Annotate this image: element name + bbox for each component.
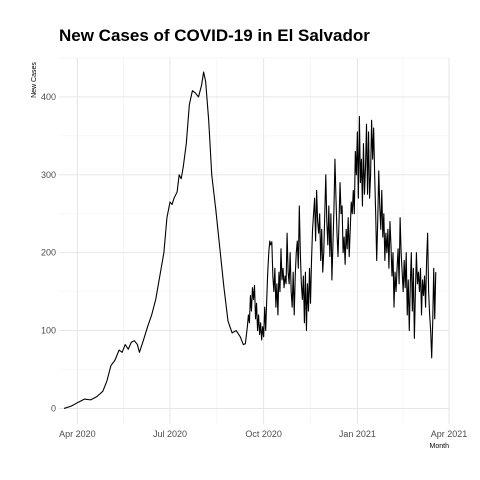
y-tick-label: 400 bbox=[41, 92, 56, 102]
series-line bbox=[63, 71, 437, 409]
y-axis-title: New Cases bbox=[31, 62, 38, 98]
series-layer bbox=[63, 71, 437, 409]
y-tick-label: 200 bbox=[41, 248, 56, 258]
chart-title: New Cases of COVID-19 in El Salvador bbox=[59, 26, 370, 45]
y-tick-label: 100 bbox=[41, 326, 56, 336]
y-tick-label: 300 bbox=[41, 170, 56, 180]
x-tick-label: Oct 2020 bbox=[245, 429, 282, 439]
grid-lines bbox=[59, 57, 450, 424]
tick-labels: 0 100 200 300 400 Apr 2020 Jul 2020 Oct 2020 Jan… bbox=[41, 92, 467, 439]
y-tick-label: 0 bbox=[51, 403, 56, 413]
x-axis-title: Month bbox=[430, 443, 450, 450]
x-tick-label: Jul 2020 bbox=[153, 429, 187, 439]
x-tick-label: Apr 2021 bbox=[431, 429, 468, 439]
x-tick-label: Apr 2020 bbox=[59, 429, 96, 439]
x-tick-label: Jan 2021 bbox=[339, 429, 376, 439]
